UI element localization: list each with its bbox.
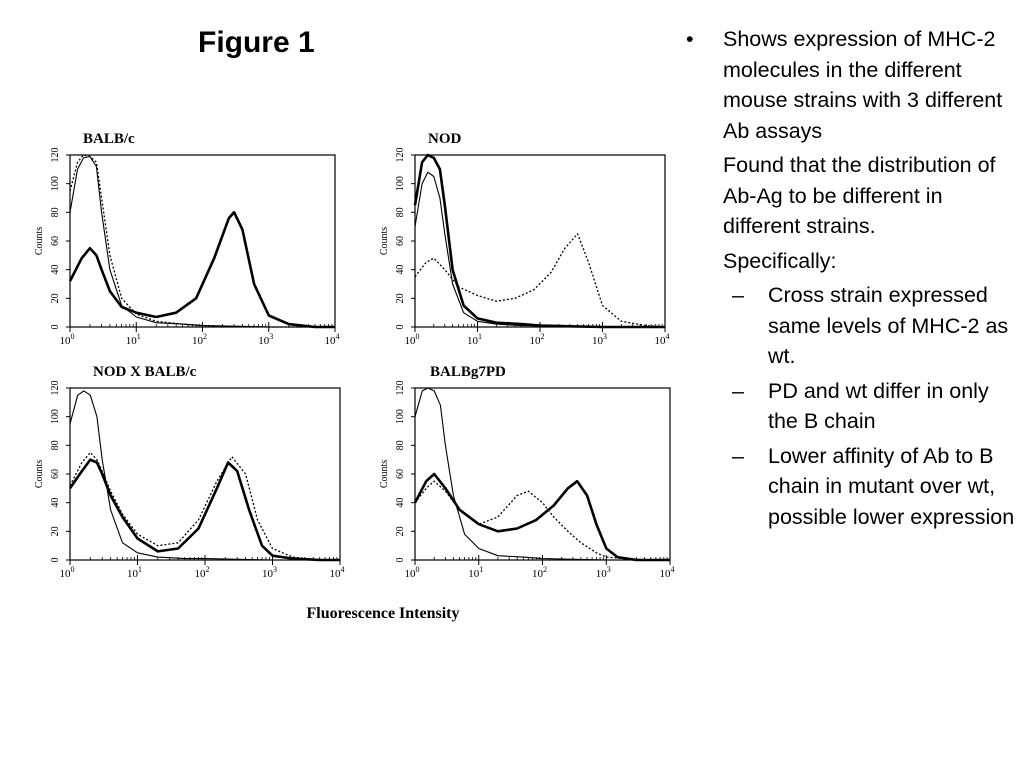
x-tick-label: 103 [596,565,611,580]
panel-title: NOD X BALB/c [93,364,197,380]
x-tick-label: 104 [330,565,345,580]
x-tick-label: 101 [126,332,141,347]
y-tick-label: 40 [50,265,61,275]
x-tick-label: 100 [405,565,420,580]
panel-title: BALBg7PD [430,364,506,380]
x-tick-label: 100 [60,332,75,347]
y-tick-label: 0 [395,325,406,330]
sub-bullet-item: – Lower affinity of Ab to B chain in mut… [686,441,1021,533]
y-tick-label: 100 [50,409,61,424]
histogram-series-bold [68,458,340,562]
panel-title: BALB/c [83,131,135,147]
sub-bullet-text: Lower affinity of Ab to B chain in mutan… [768,443,1015,529]
x-tick-label: 103 [262,565,277,580]
y-tick-label: 100 [50,176,61,191]
specifically-text: Specifically: [723,248,837,273]
histogram-series-dotted [414,233,666,328]
x-tick-label: 102 [192,332,207,347]
x-tick-label: 104 [325,332,340,347]
x-tick-label: 104 [655,332,670,347]
y-tick-label: 80 [395,440,406,450]
dash-glyph: – [732,443,744,468]
y-tick-label: 20 [395,293,406,303]
x-tick-label: 100 [405,332,420,347]
y-tick-label: 80 [50,207,61,217]
histogram-figure: BALB/c 0 20 40 60 80 100 120 Counts 100 101 102 103 1… [34,131,675,622]
sub-bullet-text: Cross strain expressed same levels of MH… [768,283,1009,368]
sub-bullet-item: – Cross strain expressed same levels of … [686,280,1021,372]
x-tick-label: 101 [468,565,483,580]
plot-frame [69,154,336,328]
histogram-series-thin [69,390,340,561]
histogram-series-thin [414,171,665,328]
x-tick-label: 102 [532,565,547,580]
plot-frame [414,154,666,328]
y-tick-label: 40 [50,498,61,508]
y-axis-label: Counts [34,460,45,488]
histogram-series-bold [413,153,665,329]
y-tick-label: 120 [395,148,406,163]
y-tick-label: 0 [395,558,406,563]
finding-text: Found that the distribution of Ab-Ag to … [723,153,996,238]
y-tick-label: 120 [395,381,406,396]
x-tick-label: 103 [258,332,273,347]
histogram-series-dotted [69,451,340,561]
x-tick-label: 103 [592,332,607,347]
sub-bullet-text: PD and wt differ in only the B chain [768,378,989,434]
x-axis-label: Fluorescence Intensity [306,605,459,622]
sub-bullet-item: – PD and wt differ in only the B chain [686,376,1021,437]
bullet-text: Shows expression of MHC-2 molecules in t… [723,27,1003,143]
bullet-list: • Shows expression of MHC-2 molecules in… [686,24,1021,536]
plot-frame [69,387,341,561]
y-axis-label: Counts [34,227,45,255]
x-tick-label: 100 [60,565,75,580]
histogram-series-thin [69,155,335,328]
y-tick-label: 60 [395,469,406,479]
histogram-series-thin [414,387,670,561]
x-tick-label: 101 [127,565,142,580]
y-tick-label: 100 [395,409,406,424]
x-tick-label: 102 [530,332,545,347]
x-tick-label: 102 [195,565,210,580]
y-tick-label: 40 [395,265,406,275]
plot-frame [414,387,671,561]
slide-title: Figure 1 [198,26,315,59]
y-tick-label: 120 [50,381,61,396]
bullet-item: • Shows expression of MHC-2 molecules in… [686,24,1021,146]
y-tick-label: 60 [50,469,61,479]
x-tick-label: 101 [467,332,482,347]
y-tick-label: 60 [395,236,406,246]
histogram-series-bold [68,211,335,329]
y-tick-label: 60 [50,236,61,246]
y-tick-label: 20 [50,526,61,536]
y-axis-label: Counts [379,227,390,255]
histogram-series-dotted [69,154,335,328]
dash-glyph: – [732,283,744,307]
y-tick-label: 40 [395,498,406,508]
y-tick-label: 80 [395,207,406,217]
y-tick-label: 0 [50,558,61,563]
y-tick-label: 80 [50,440,61,450]
histogram-series-bold [413,472,670,562]
bullet-glyph: • [686,27,694,51]
y-axis-label: Counts [379,460,390,488]
histogram-series-dotted [414,480,670,561]
y-tick-label: 120 [50,148,61,163]
y-tick-label: 0 [50,325,61,330]
dash-glyph: – [732,378,744,403]
panel-title: NOD [428,131,462,147]
y-tick-label: 20 [50,293,61,303]
x-tick-label: 104 [660,565,675,580]
y-tick-label: 20 [395,526,406,536]
y-tick-label: 100 [395,176,406,191]
